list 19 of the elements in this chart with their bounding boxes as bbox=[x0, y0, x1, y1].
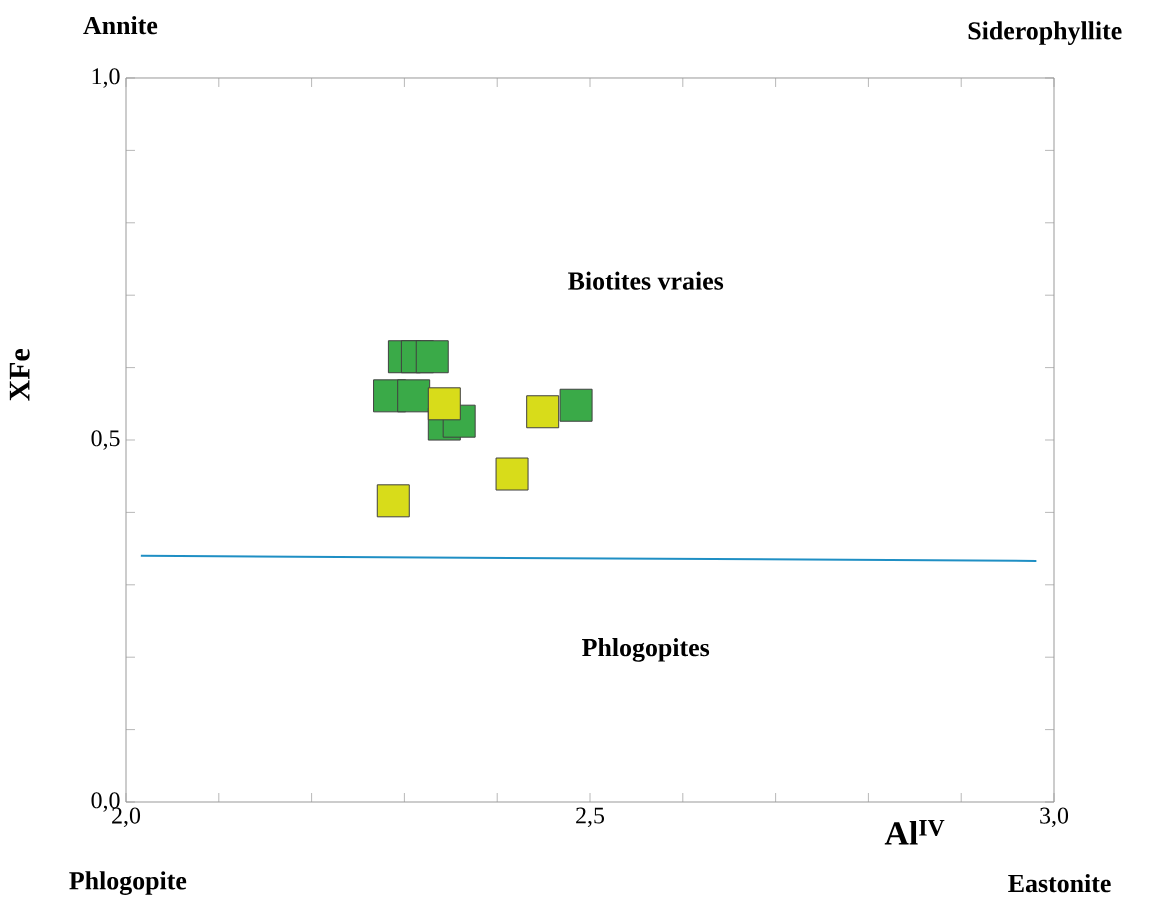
point bbox=[376, 484, 410, 518]
point bbox=[526, 395, 560, 429]
x-axis-title: Al$^{IV}$ bbox=[884, 820, 945, 845]
point bbox=[415, 340, 449, 374]
x-tick-label: 3,0 bbox=[1040, 807, 1069, 828]
text: Annite bbox=[83, 16, 158, 35]
text: Phlogopite bbox=[69, 871, 187, 895]
text: Siderophyllite bbox=[968, 21, 1122, 45]
point bbox=[427, 387, 461, 421]
y-tick-label: 1,0 bbox=[92, 68, 120, 88]
x-tick-label: 2,5 bbox=[576, 807, 605, 828]
point bbox=[397, 379, 431, 413]
y-axis-title: XFe bbox=[9, 349, 30, 401]
annotation: Phlogopites bbox=[582, 638, 710, 662]
point bbox=[559, 388, 593, 422]
text: Eastonite bbox=[1008, 873, 1111, 893]
point bbox=[495, 457, 529, 491]
annotation: Biotites vraies bbox=[568, 271, 724, 290]
y-tick-label: 0,5 bbox=[91, 430, 120, 450]
